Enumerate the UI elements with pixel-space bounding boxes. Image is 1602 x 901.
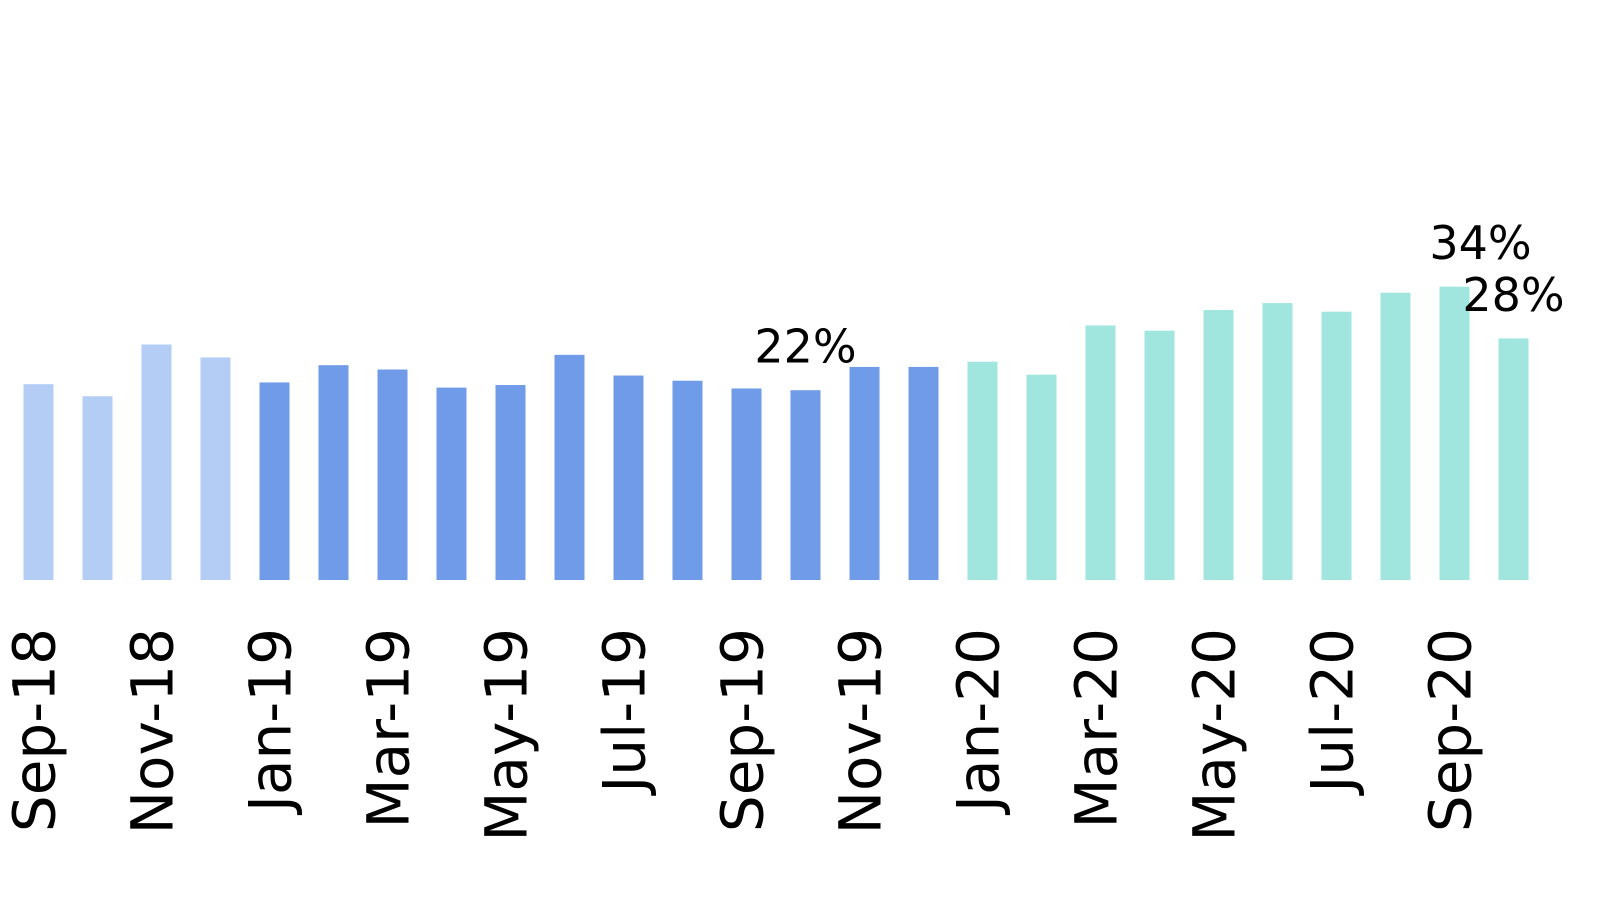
bar xyxy=(200,357,231,580)
bar xyxy=(495,385,526,580)
x-tick-label: May-20 xyxy=(1181,628,1249,842)
bar xyxy=(1439,286,1470,580)
bar xyxy=(849,366,880,580)
bar xyxy=(82,396,113,580)
x-tick-label: Nov-18 xyxy=(119,628,187,834)
data-label: 28% xyxy=(1462,268,1564,322)
x-tick-label: Jan-20 xyxy=(945,628,1013,815)
bar xyxy=(1498,338,1529,580)
bar xyxy=(377,369,408,580)
data-label: 34% xyxy=(1429,216,1531,270)
bar xyxy=(672,380,703,580)
x-tick-label: Jul-19 xyxy=(591,628,659,796)
x-tick-label: Sep-18 xyxy=(1,628,69,832)
x-tick-label: Mar-20 xyxy=(1063,628,1131,828)
bar xyxy=(1144,330,1175,580)
bar xyxy=(1262,303,1293,580)
x-tick-label: Sep-20 xyxy=(1417,628,1485,832)
bar xyxy=(731,388,762,580)
bar xyxy=(967,361,998,580)
bar xyxy=(613,375,644,580)
bar xyxy=(436,387,467,580)
x-tick-label: Mar-19 xyxy=(355,628,423,828)
x-tick-label: Jan-19 xyxy=(237,628,305,815)
bar xyxy=(23,384,54,580)
bar xyxy=(908,366,939,580)
x-tick-label: Sep-19 xyxy=(709,628,777,832)
bar xyxy=(1085,325,1116,580)
x-tick-label: May-19 xyxy=(473,628,541,842)
bar xyxy=(554,354,585,580)
bar xyxy=(1380,292,1411,580)
x-tick-label: Jul-20 xyxy=(1299,628,1367,796)
data-label: 22% xyxy=(754,320,856,374)
bar xyxy=(141,344,172,580)
x-tick-label: Nov-19 xyxy=(827,628,895,834)
bar xyxy=(790,390,821,580)
bar xyxy=(259,382,290,580)
bar xyxy=(1203,309,1234,580)
bar xyxy=(1026,374,1057,580)
bar xyxy=(1321,311,1352,580)
bar xyxy=(318,365,349,580)
